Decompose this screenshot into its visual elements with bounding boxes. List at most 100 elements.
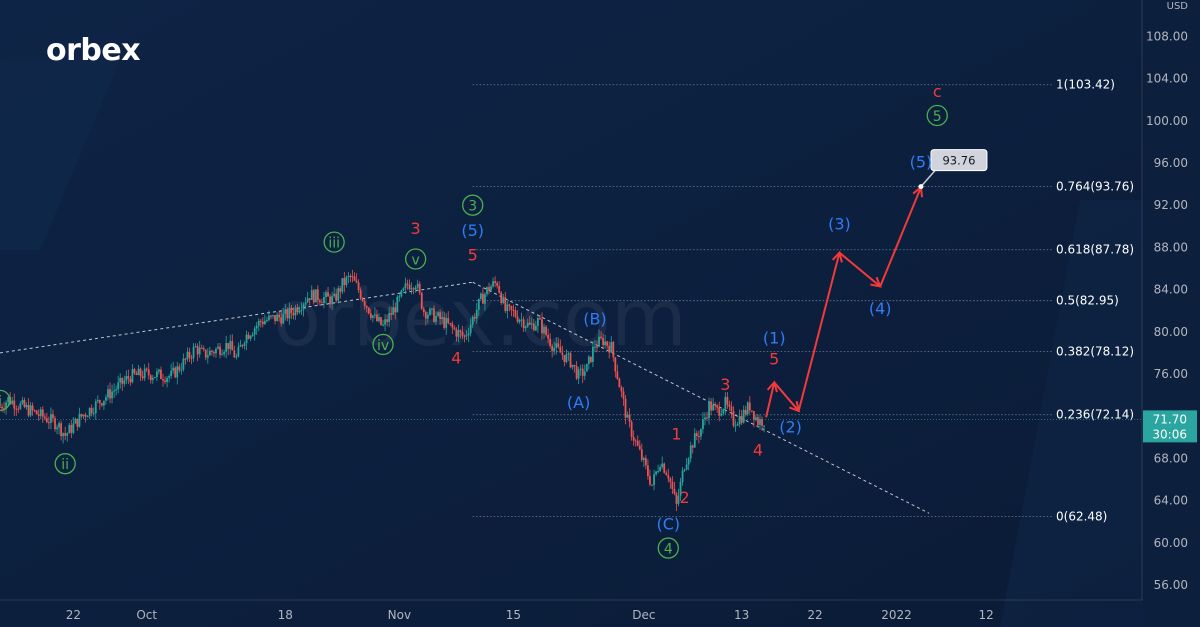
candle-body — [390, 313, 393, 315]
candle-body — [642, 458, 645, 460]
candle-body — [145, 368, 148, 370]
candle-body — [677, 495, 680, 504]
candle-body — [263, 320, 266, 325]
candle-body — [312, 290, 315, 303]
candle-body — [327, 292, 329, 297]
trendline — [472, 281, 930, 514]
fib-level-label: 0.764(93.76) — [1056, 180, 1134, 194]
candle-body — [504, 297, 507, 312]
candle-body — [530, 323, 533, 325]
fibonacci-levels: 1(103.42) 0.764(93.76) 0.618(87.78) 0.5(82.… — [472, 78, 1134, 524]
wave-label: 4 — [664, 542, 673, 558]
price-tick-label: 64.00 — [1154, 494, 1188, 508]
candle-body — [414, 287, 417, 290]
candle-body — [549, 338, 552, 346]
candle-body — [484, 294, 486, 304]
time-axis[interactable]: 22 Oct 18 Nov 15 Dec 13 22 2022 12 — [66, 608, 994, 622]
wave-label: c — [933, 82, 942, 101]
candle-body — [508, 304, 511, 307]
price-axis-background — [1143, 0, 1200, 627]
candle-body — [693, 433, 696, 448]
candle-body — [451, 323, 454, 328]
candle-body — [78, 414, 81, 427]
wave-label: 3 — [720, 375, 730, 394]
candle-body — [392, 307, 395, 315]
wave-label: (C) — [656, 514, 680, 533]
candle-body — [624, 398, 627, 418]
wave-label: 5 — [933, 109, 942, 125]
candle-body — [131, 369, 134, 383]
time-tick-label: 2022 — [881, 608, 912, 622]
orbex-logo: orbex — [46, 33, 141, 68]
candle-body — [178, 366, 181, 371]
candle-body — [23, 400, 26, 408]
candle-body — [202, 348, 205, 350]
candle-body — [477, 298, 480, 310]
candle-body — [206, 355, 209, 358]
candle-body — [630, 421, 633, 437]
candle-body — [443, 317, 446, 328]
wave-label: 5 — [769, 350, 779, 369]
watermark-text: orbex.com — [273, 274, 686, 364]
candle-body — [86, 416, 89, 418]
candle-body — [239, 345, 242, 347]
candle-body — [90, 407, 93, 414]
wave-label: v — [412, 253, 420, 269]
candle-body — [308, 298, 311, 300]
candle-body — [194, 346, 197, 348]
fib-level-label: 1(103.42) — [1056, 78, 1115, 92]
candle-body — [351, 276, 354, 278]
candle-body — [514, 310, 517, 317]
candle-body — [759, 419, 761, 425]
candle-body — [11, 400, 14, 405]
candle-body — [431, 308, 433, 310]
candle-body — [41, 409, 44, 417]
wave-label-circle — [404, 248, 427, 270]
candle-body — [255, 325, 258, 329]
candle-body — [657, 470, 660, 472]
candle-body — [388, 313, 391, 322]
candle-body — [683, 469, 686, 471]
candle-body — [318, 300, 321, 303]
candle-body — [243, 343, 246, 346]
candle-body — [429, 308, 431, 315]
candle-body — [575, 366, 578, 379]
candle-body — [706, 417, 708, 419]
candle-body — [329, 296, 331, 305]
candlesticks — [0, 269, 765, 512]
candle-body — [620, 387, 623, 392]
candle-body — [323, 297, 325, 304]
trendlines — [0, 281, 930, 514]
candle-body — [361, 298, 364, 302]
candle-body — [685, 464, 688, 470]
candle-body — [496, 282, 499, 286]
candle-body — [241, 345, 244, 347]
candle-body — [374, 314, 376, 316]
candle-body — [679, 482, 682, 496]
wave-label: (5) — [461, 221, 484, 240]
candle-body — [82, 414, 85, 417]
candle-body — [310, 290, 313, 300]
wave-label: ii — [61, 457, 69, 473]
wave-label: (3) — [828, 215, 851, 234]
candle-body — [738, 416, 741, 425]
candle-body — [107, 389, 109, 398]
candle-body — [0, 406, 1, 408]
candle-body — [367, 307, 370, 314]
candle-body — [233, 350, 236, 358]
candle-body — [180, 369, 183, 371]
candle-body — [461, 331, 464, 336]
candle-body — [211, 350, 213, 353]
candle-body — [710, 401, 712, 411]
candle-body — [115, 389, 118, 391]
candle-body — [565, 354, 568, 363]
candle-body — [587, 356, 590, 364]
candle-body — [80, 414, 83, 417]
candle-body — [592, 346, 594, 363]
wave-label: (B) — [583, 310, 606, 329]
candle-body — [278, 314, 281, 318]
candle-body — [168, 376, 171, 378]
